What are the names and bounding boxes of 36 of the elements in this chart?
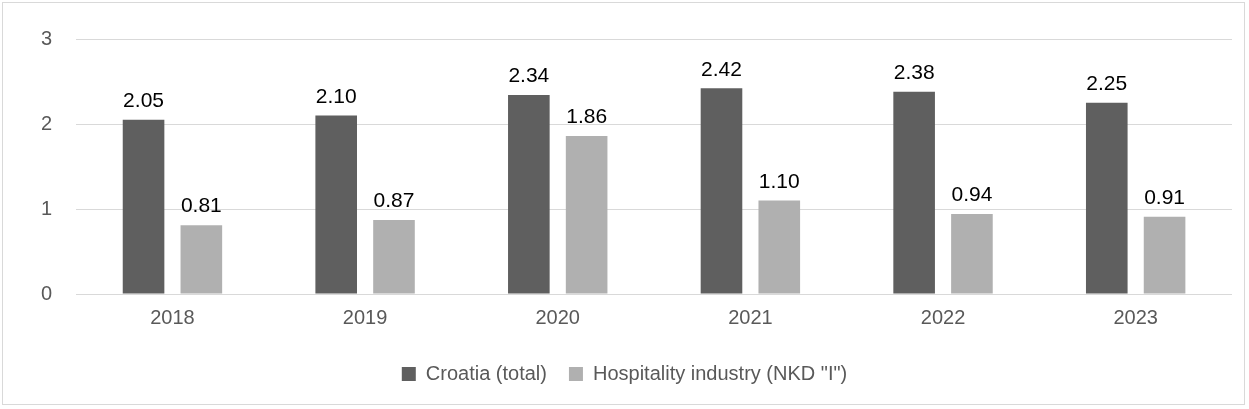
bar <box>1143 216 1186 294</box>
data-label: 1.10 <box>758 168 800 192</box>
x-tick-label: 2020 <box>535 305 580 328</box>
y-tick-label: 3 <box>41 26 53 49</box>
data-label: 2.38 <box>893 60 935 83</box>
y-tick-label: 0 <box>41 281 53 304</box>
data-label: 2.25 <box>1086 71 1128 95</box>
data-label: 2.34 <box>508 63 550 87</box>
x-tick-label: 2022 <box>920 305 966 328</box>
bar <box>565 135 608 294</box>
data-label: 0.94 <box>951 182 993 206</box>
x-tick-label: 2018 <box>150 305 195 328</box>
y-tick-label: 2 <box>41 111 53 134</box>
data-label: 0.91 <box>1144 184 1186 208</box>
x-tick-label: 2021 <box>728 305 773 328</box>
x-tick-label: 2019 <box>342 305 388 328</box>
bar <box>893 91 935 294</box>
bar <box>508 95 550 294</box>
data-label: 2.10 <box>315 83 357 107</box>
bar <box>951 214 993 294</box>
x-tick-label: 2023 <box>1113 305 1158 328</box>
data-label: 1.86 <box>566 104 608 128</box>
legend-label: Hospitality industry (NKD "I") <box>592 361 848 384</box>
bar <box>122 119 165 294</box>
data-label: 0.87 <box>373 188 415 212</box>
data-label: 2.42 <box>701 56 742 80</box>
bar <box>315 115 357 294</box>
y-tick-label: 1 <box>41 196 53 219</box>
bar <box>373 220 415 294</box>
legend-label: Croatia (total) <box>425 361 547 384</box>
data-label: 0.81 <box>180 193 222 217</box>
bar <box>180 225 223 294</box>
bar <box>1085 102 1128 294</box>
bar <box>758 200 801 294</box>
bar <box>700 88 743 294</box>
data-label: 2.05 <box>123 88 164 112</box>
